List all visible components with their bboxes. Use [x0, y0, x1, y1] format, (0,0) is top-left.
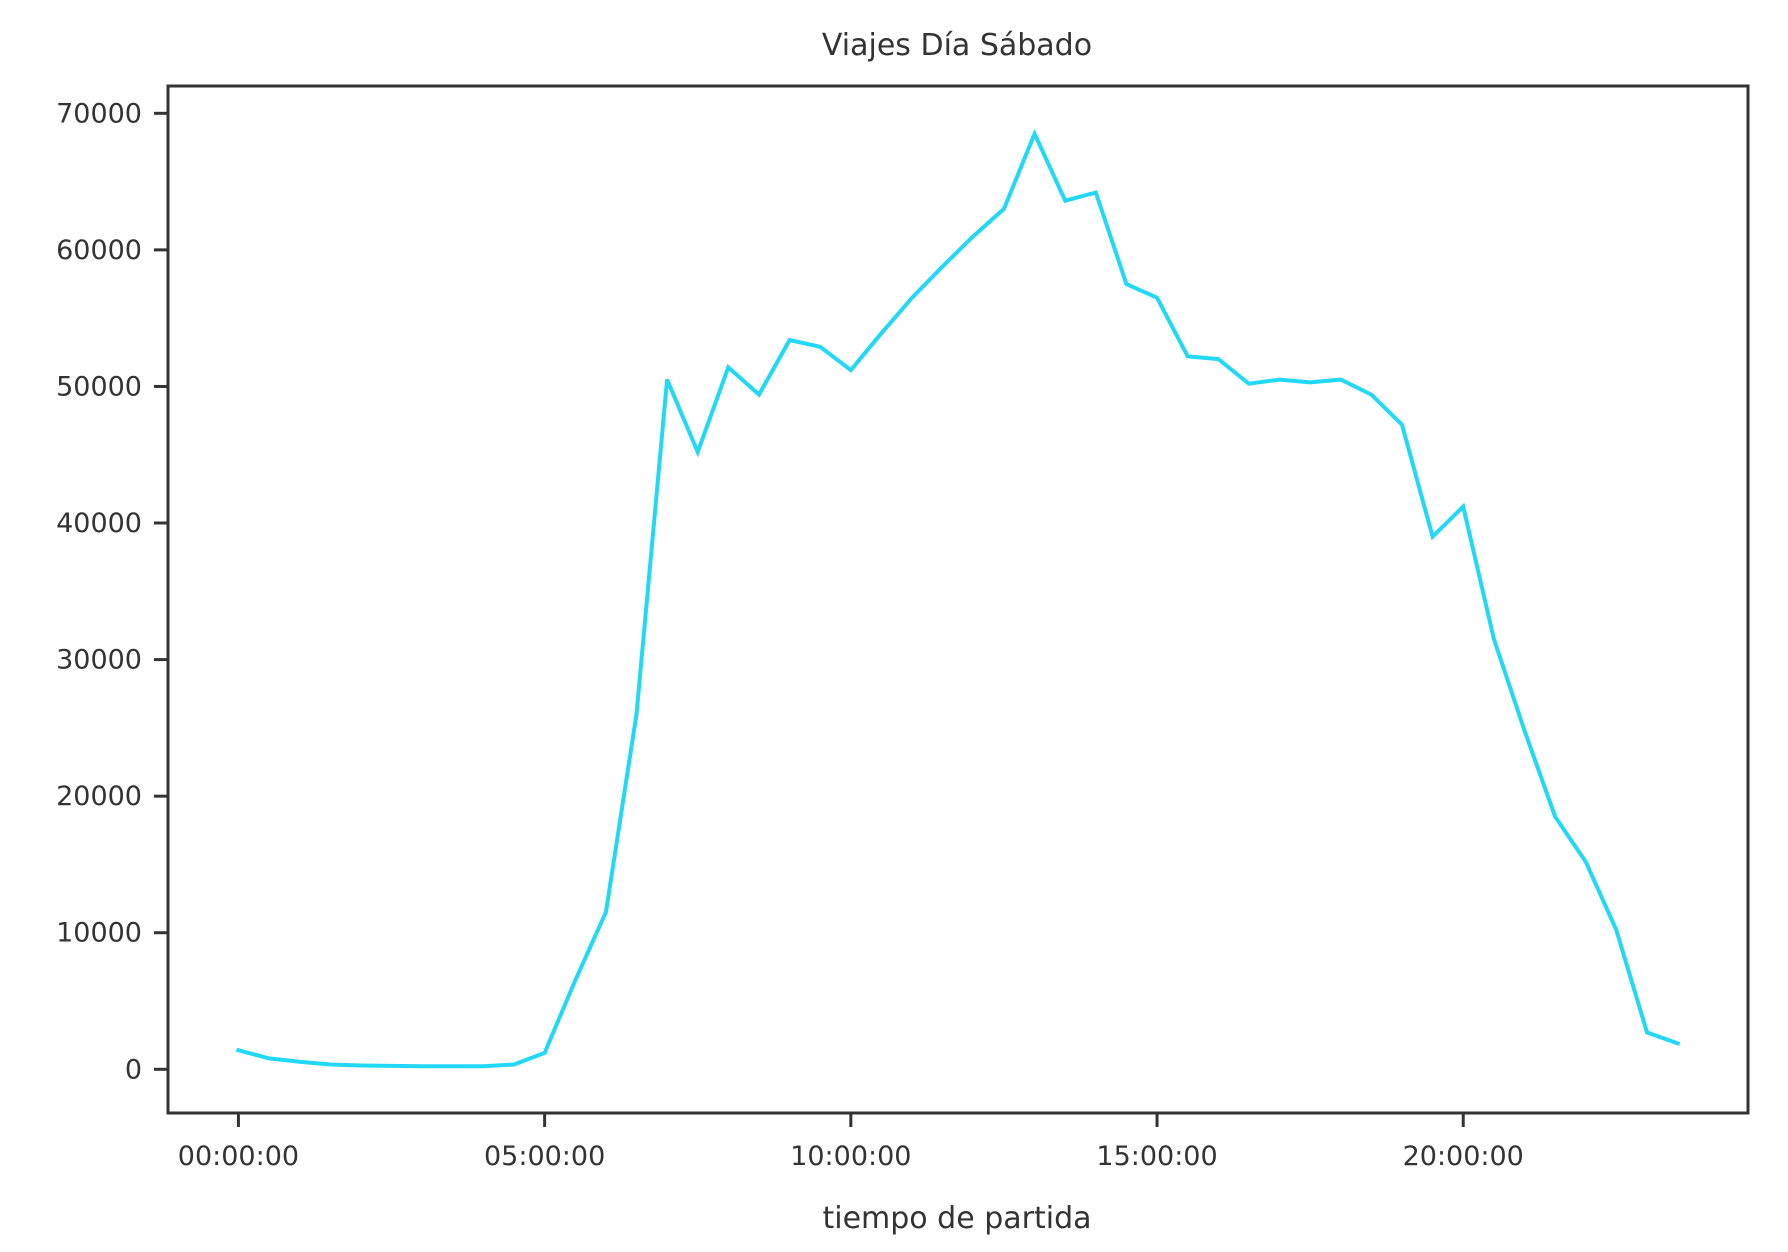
data-point [1432, 536, 1433, 537]
plot-area-frame [166, 84, 1750, 1115]
data-point [360, 1065, 361, 1066]
data-point [483, 1066, 484, 1067]
y-tick-label: 70000 [56, 98, 142, 129]
chart-title: Viajes Día Sábado [822, 28, 1092, 63]
data-point [1187, 356, 1188, 357]
data-point [667, 379, 668, 380]
data-point [1279, 379, 1280, 380]
data-point [759, 394, 760, 395]
data-point [697, 452, 698, 453]
y-tick-label: 40000 [56, 508, 142, 539]
x-tick-label: 10:00:00 [790, 1141, 911, 1172]
data-point [452, 1066, 453, 1067]
data-point [1003, 208, 1004, 209]
data-point [544, 1052, 545, 1053]
data-point [1218, 359, 1219, 360]
data-point [605, 912, 606, 913]
data-point [789, 340, 790, 341]
data-point [1402, 424, 1403, 425]
series-layer [235, 128, 1681, 1069]
data-point [575, 980, 576, 981]
x-tick-label: 15:00:00 [1096, 1141, 1217, 1172]
data-point [330, 1064, 331, 1065]
data-point [514, 1064, 515, 1065]
data-point [1555, 816, 1556, 817]
data-point [973, 236, 974, 237]
series-line-0 [235, 128, 1681, 1069]
data-point [1463, 506, 1464, 507]
data-point [912, 297, 913, 298]
y-tick-label: 30000 [56, 645, 142, 676]
data-point [1095, 192, 1096, 193]
data-point [1340, 379, 1341, 380]
data-point [269, 1058, 270, 1059]
data-point [1524, 730, 1525, 731]
data-point [636, 714, 637, 715]
data-point [1310, 382, 1311, 383]
data-point [1677, 1043, 1678, 1044]
data-point [728, 367, 729, 368]
y-axis: 0 10000 20000 30000 40000 50000 60000 70000 [56, 98, 168, 1085]
x-tick-label: 00:00:00 [178, 1141, 299, 1172]
y-tick-label: 0 [125, 1054, 142, 1085]
data-point [422, 1066, 423, 1067]
y-tick-label: 50000 [56, 371, 142, 402]
data-point [942, 266, 943, 267]
data-point [1157, 297, 1158, 298]
y-tick-label: 60000 [56, 235, 142, 266]
data-point [881, 333, 882, 334]
data-point [1493, 639, 1494, 640]
y-tick-label: 20000 [56, 781, 142, 812]
data-point [1585, 861, 1586, 862]
x-tick-label: 05:00:00 [484, 1141, 605, 1172]
x-axis: 00:00:00 05:00:00 10:00:00 15:00:00 20:00:00 [178, 1113, 1524, 1172]
data-point [1371, 394, 1372, 395]
data-point [1065, 200, 1066, 201]
data-point [299, 1061, 300, 1062]
data-point [850, 370, 851, 371]
data-point [820, 346, 821, 347]
data-point [1248, 383, 1249, 384]
data-point [1034, 133, 1035, 134]
data-point [1126, 284, 1127, 285]
data-point [391, 1065, 392, 1066]
data-point [238, 1050, 239, 1051]
x-axis-title: tiempo de partida [822, 1201, 1091, 1236]
x-tick-label: 20:00:00 [1403, 1141, 1524, 1172]
y-tick-label: 10000 [56, 918, 142, 949]
data-point [1647, 1032, 1648, 1033]
data-point [1616, 930, 1617, 931]
